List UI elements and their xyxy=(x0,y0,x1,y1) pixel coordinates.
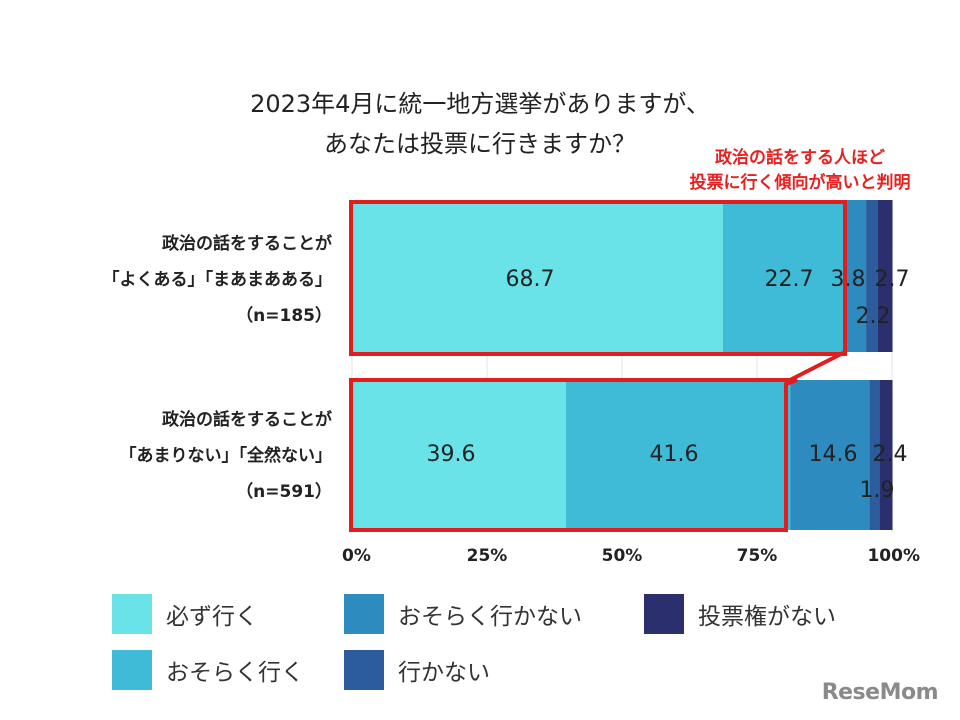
x-tick-label: 100% xyxy=(867,546,920,566)
x-tick-label: 25% xyxy=(467,546,508,566)
row-label-line: 政治の話をすることが xyxy=(162,410,332,430)
bar-segment xyxy=(352,380,566,530)
bar-segment xyxy=(565,380,791,530)
highlight-annotation: 政治の話をする人ほど 投票に行く傾向が高いと判明 xyxy=(640,146,960,196)
bar-segment xyxy=(845,200,867,352)
chart-title: 2023年4月に統一地方選挙がありますが、 あなたは投票に行きますか？ xyxy=(180,84,780,164)
data-label: 2.7 xyxy=(875,267,910,292)
x-tick-label: 0% xyxy=(342,546,371,566)
bar-segment xyxy=(879,380,893,530)
row-label-line: 「あまりない」「全然ない」 xyxy=(119,446,333,466)
x-tick-label: 50% xyxy=(602,546,643,566)
data-label: 2.4 xyxy=(873,442,908,467)
data-label: 41.6 xyxy=(650,442,699,467)
annotation-line2: 投票に行く傾向が高いと判明 xyxy=(689,173,911,193)
bar-segment xyxy=(877,200,893,352)
x-tick-label: 75% xyxy=(737,546,778,566)
data-label: 2.2 xyxy=(856,304,891,329)
row-label-line: （n=591） xyxy=(236,482,332,502)
data-label: 68.7 xyxy=(506,267,555,292)
chart-title-line1: 2023年4月に統一地方選挙がありますが、 xyxy=(250,90,710,118)
data-label: 14.6 xyxy=(809,442,858,467)
chart-title-line2: あなたは投票に行きますか？ xyxy=(324,130,636,158)
row-label-line: （n=185） xyxy=(236,306,332,326)
highlight-connector xyxy=(785,350,846,384)
highlight-box xyxy=(349,200,847,356)
row-label-line: 「よくある」「まあまあある」 xyxy=(102,270,333,290)
row-label-often: 政治の話をすることが 「よくある」「まあまあある」 （n=185） xyxy=(103,226,333,334)
data-label: 1.9 xyxy=(860,478,895,503)
data-label: 22.7 xyxy=(765,267,814,292)
bar-segment xyxy=(866,200,878,352)
row-label-rarely: 政治の話をすることが 「あまりない」「全然ない」 （n=591） xyxy=(120,402,333,510)
highlight-box xyxy=(349,378,798,532)
bar-segment xyxy=(869,380,880,530)
bar-segment xyxy=(722,200,846,352)
bar-segment xyxy=(352,200,723,352)
data-label: 39.6 xyxy=(427,442,476,467)
resemom-logo: ReseMom xyxy=(821,680,939,705)
annotation-line1: 政治の話をする人ほど xyxy=(715,148,885,168)
row-label-line: 政治の話をすることが xyxy=(162,234,332,254)
bar-segment xyxy=(790,380,870,530)
data-label: 3.8 xyxy=(831,267,866,292)
